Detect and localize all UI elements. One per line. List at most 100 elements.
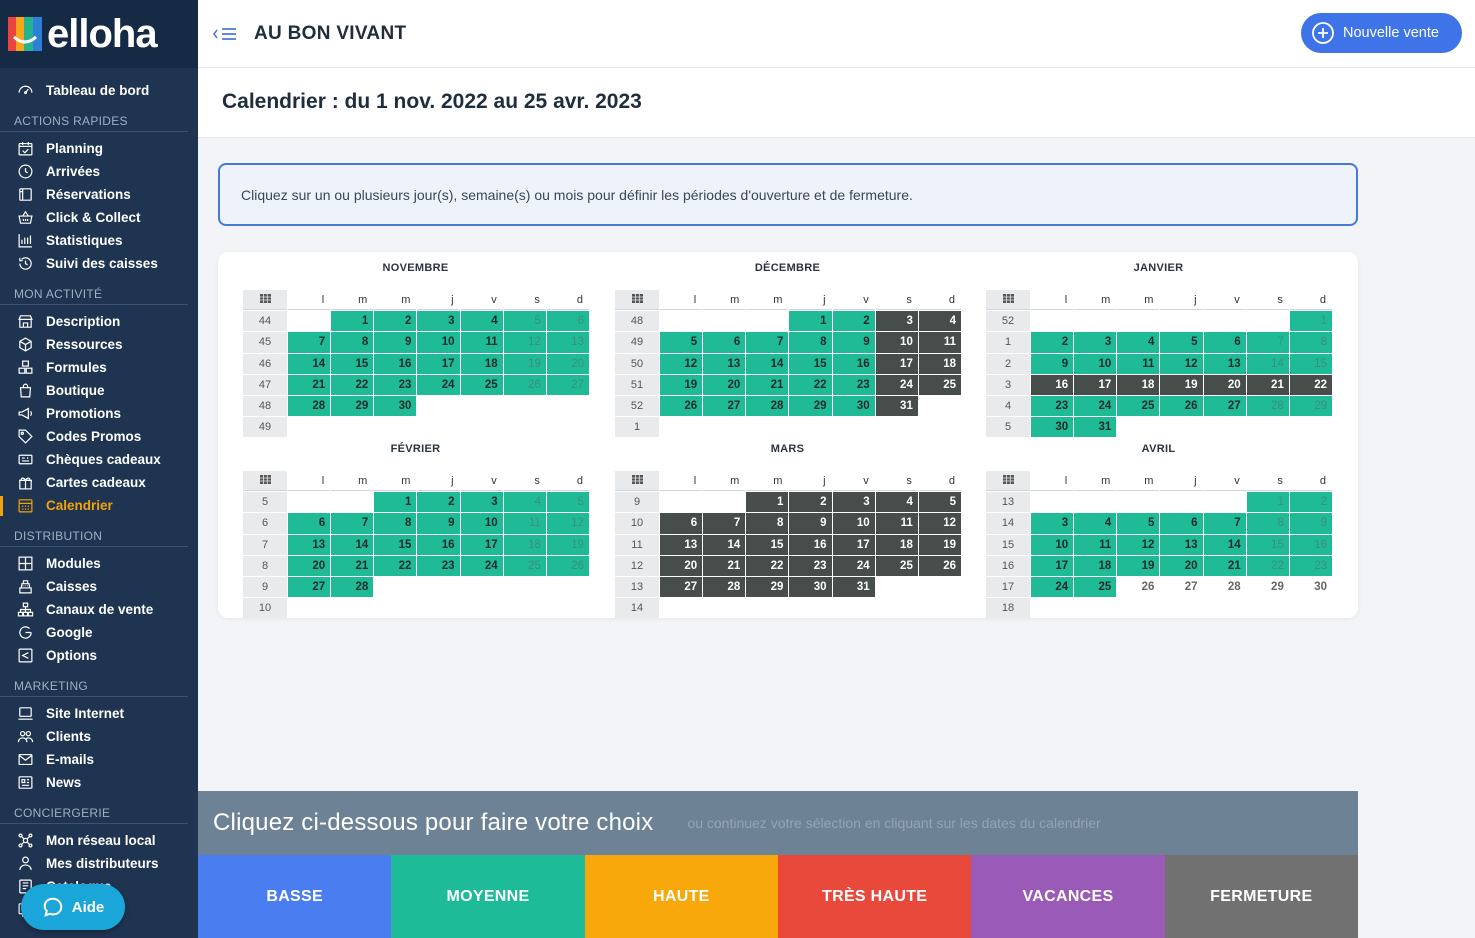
day-cell[interactable]: 22 <box>374 555 417 576</box>
week-number[interactable]: 5 <box>986 417 1030 438</box>
sidebar-item-clients[interactable]: Clients <box>0 725 198 748</box>
day-cell[interactable]: 15 <box>1289 353 1332 374</box>
weekday-header[interactable]: v <box>1203 290 1246 311</box>
week-number[interactable]: 7 <box>243 534 287 555</box>
weekday-header[interactable]: m <box>703 471 746 492</box>
day-cell[interactable]: 1 <box>331 311 374 332</box>
week-number[interactable]: 9 <box>243 576 287 598</box>
day-cell[interactable]: 12 <box>1117 534 1160 555</box>
month-title[interactable]: JANVIER <box>1133 262 1184 274</box>
day-cell[interactable]: 16 <box>789 534 832 555</box>
day-cell[interactable]: 17 <box>875 353 918 374</box>
day-cell[interactable]: 29 <box>746 576 789 598</box>
day-cell[interactable]: 12 <box>660 353 703 374</box>
day-cell[interactable]: 25 <box>1117 395 1160 417</box>
day-cell[interactable]: 30 <box>832 395 875 417</box>
weekday-header[interactable]: s <box>1246 471 1289 492</box>
day-cell[interactable]: 7 <box>1246 332 1289 353</box>
day-cell[interactable]: 17 <box>417 353 460 374</box>
day-cell[interactable]: 24 <box>460 555 503 576</box>
sidebar-item-modules[interactable]: Modules <box>0 552 198 575</box>
sidebar-item-click-collect[interactable]: Click & Collect <box>0 206 198 229</box>
day-cell[interactable]: 24 <box>1074 395 1117 417</box>
day-cell[interactable]: 14 <box>703 534 746 555</box>
day-cell[interactable]: 15 <box>374 534 417 555</box>
week-number[interactable]: 13 <box>615 576 659 598</box>
weekday-header[interactable]: m <box>374 471 417 492</box>
day-cell[interactable]: 5 <box>1117 513 1160 534</box>
week-number[interactable]: 16 <box>986 555 1030 576</box>
day-cell[interactable]: 8 <box>1246 513 1289 534</box>
day-cell[interactable]: 20 <box>546 353 589 374</box>
weekday-header[interactable]: j <box>1160 290 1203 311</box>
day-cell[interactable]: 5 <box>503 311 546 332</box>
day-cell[interactable]: 7 <box>331 513 374 534</box>
day-cell[interactable]: 26 <box>1160 395 1203 417</box>
day-cell[interactable]: 7 <box>288 332 331 353</box>
weekday-header[interactable]: m <box>1074 290 1117 311</box>
day-cell[interactable]: 10 <box>1031 534 1074 555</box>
weekday-header[interactable]: m <box>374 290 417 311</box>
weekday-header[interactable]: l <box>1031 290 1074 311</box>
month-title[interactable]: AVRIL <box>1141 443 1176 455</box>
season-button-haute[interactable]: HAUTE <box>584 855 778 938</box>
day-cell[interactable]: 1 <box>374 492 417 513</box>
day-cell[interactable]: 13 <box>1160 534 1203 555</box>
day-cell[interactable]: 9 <box>789 513 832 534</box>
week-number[interactable]: 14 <box>986 513 1030 534</box>
week-number[interactable]: 10 <box>615 513 659 534</box>
day-cell[interactable]: 20 <box>660 555 703 576</box>
weekday-header[interactable]: j <box>789 471 832 492</box>
day-cell[interactable]: 25 <box>1074 576 1117 598</box>
weekday-header[interactable]: m <box>331 471 374 492</box>
day-cell[interactable]: 18 <box>503 534 546 555</box>
week-number[interactable]: 49 <box>615 332 659 353</box>
day-cell[interactable]: 31 <box>875 395 918 417</box>
sidebar-item-news[interactable]: News <box>0 771 198 794</box>
sidebar-item-codes-promos[interactable]: Codes Promos <box>0 425 198 448</box>
week-number[interactable]: 18 <box>986 598 1030 619</box>
help-button[interactable]: Aide <box>21 884 125 930</box>
day-cell[interactable]: 6 <box>546 311 589 332</box>
day-cell[interactable]: 27 <box>1203 395 1246 417</box>
day-cell[interactable]: 22 <box>789 374 832 395</box>
week-number[interactable]: 1 <box>986 332 1030 353</box>
week-number[interactable]: 48 <box>243 395 287 417</box>
sidebar-item-canaux-de-vente[interactable]: Canaux de vente <box>0 598 198 621</box>
week-number[interactable]: 5 <box>243 492 287 513</box>
day-cell[interactable]: 9 <box>374 332 417 353</box>
weekday-header[interactable]: d <box>918 471 961 492</box>
day-cell[interactable]: 25 <box>918 374 961 395</box>
day-cell[interactable]: 21 <box>703 555 746 576</box>
day-cell[interactable]: 5 <box>546 492 589 513</box>
day-cell[interactable]: 22 <box>1289 374 1332 395</box>
day-cell[interactable]: 6 <box>288 513 331 534</box>
day-cell[interactable]: 8 <box>374 513 417 534</box>
day-cell[interactable]: 6 <box>1203 332 1246 353</box>
week-number[interactable]: 4 <box>986 395 1030 417</box>
day-cell[interactable]: 15 <box>1246 534 1289 555</box>
day-cell[interactable]: 17 <box>1074 374 1117 395</box>
sidebar-item-site-internet[interactable]: Site Internet <box>0 702 198 725</box>
week-number[interactable]: 8 <box>243 555 287 576</box>
weekday-header[interactable]: m <box>746 290 789 311</box>
weekday-header[interactable]: m <box>703 290 746 311</box>
day-cell[interactable]: 6 <box>703 332 746 353</box>
sidebar-item-e-mails[interactable]: E-mails <box>0 748 198 771</box>
weekday-header[interactable]: m <box>1074 471 1117 492</box>
day-cell[interactable]: 13 <box>660 534 703 555</box>
day-cell[interactable]: 24 <box>875 374 918 395</box>
weekday-header[interactable]: v <box>1203 471 1246 492</box>
day-cell[interactable]: 23 <box>374 374 417 395</box>
day-cell[interactable]: 23 <box>1289 555 1332 576</box>
week-number[interactable]: 9 <box>615 492 659 513</box>
week-number[interactable]: 2 <box>986 353 1030 374</box>
day-cell[interactable]: 21 <box>746 374 789 395</box>
day-cell[interactable]: 28 <box>746 395 789 417</box>
day-cell[interactable]: 3 <box>460 492 503 513</box>
select-all-weeks[interactable] <box>243 290 287 311</box>
select-all-weeks[interactable] <box>986 290 1030 311</box>
sidebar-item-cartes-cadeaux[interactable]: Cartes cadeaux <box>0 471 198 494</box>
day-cell[interactable]: 13 <box>703 353 746 374</box>
day-cell[interactable]: 29 <box>1289 395 1332 417</box>
